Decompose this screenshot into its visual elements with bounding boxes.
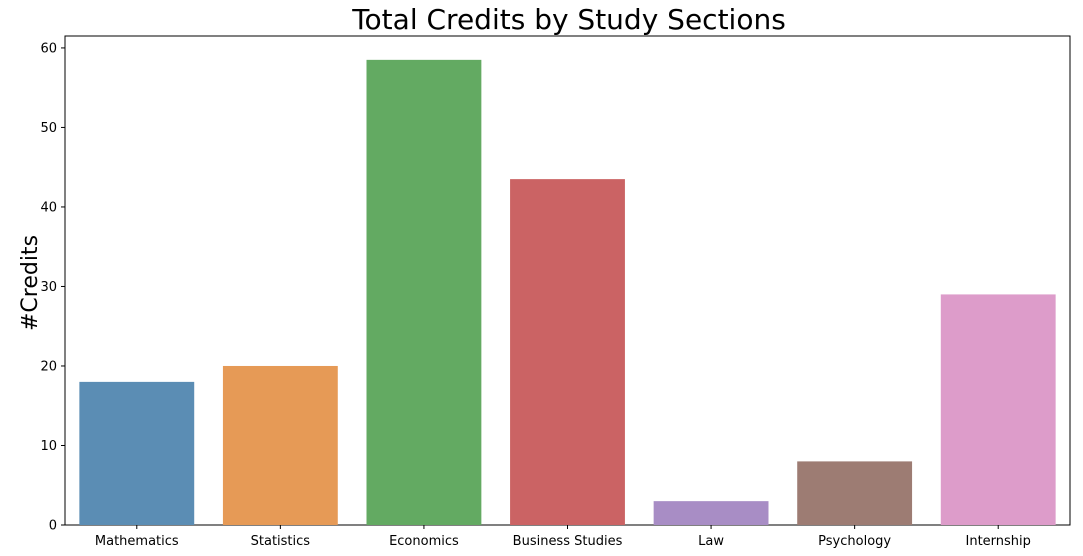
- x-tick-label: Internship: [966, 534, 1031, 549]
- bar-statistics: [222, 365, 338, 525]
- bar-law: [653, 501, 769, 525]
- bars-group: [79, 59, 1056, 525]
- y-tick-label: 50: [40, 121, 57, 136]
- x-tick-label: Psychology: [818, 534, 891, 549]
- x-tick-label: Business Studies: [513, 534, 623, 549]
- y-tick-label: 60: [40, 41, 57, 56]
- y-axis-label: #Credits: [18, 235, 43, 331]
- bar-business-studies: [510, 179, 625, 525]
- bar-economics: [366, 59, 482, 525]
- x-tick-label: Law: [698, 534, 724, 549]
- x-tick-label: Economics: [389, 534, 459, 549]
- bar-psychology: [797, 461, 913, 525]
- x-tick-label: Mathematics: [95, 534, 179, 549]
- chart-title: Total Credits by Study Sections: [351, 3, 786, 36]
- y-ticks-group: 0 10 20 30 40 50 60: [40, 41, 65, 534]
- bar-mathematics: [79, 381, 195, 525]
- x-tick-label: Statistics: [251, 534, 311, 549]
- y-tick-label: 20: [40, 359, 57, 374]
- y-tick-label: 30: [40, 280, 57, 295]
- bar-internship: [940, 294, 1056, 525]
- y-tick-label: 40: [40, 200, 57, 215]
- y-tick-label: 0: [49, 519, 57, 534]
- y-tick-label: 10: [40, 439, 57, 454]
- x-ticks-group: Mathematics Statistics Economics Business S…: [95, 525, 1031, 549]
